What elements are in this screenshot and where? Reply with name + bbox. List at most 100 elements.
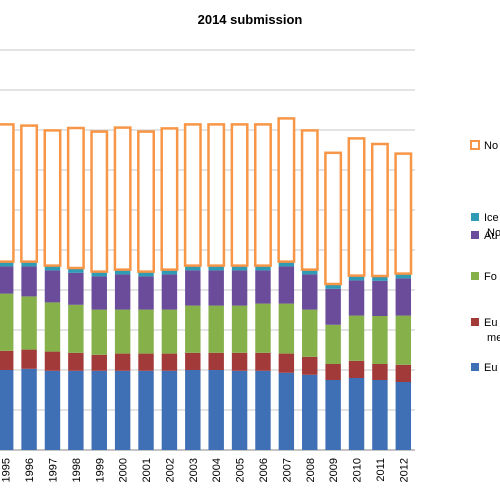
bar-segment [0,293,14,351]
bar-segment [114,269,131,275]
bar-segment [0,266,14,294]
bar-segment [21,368,37,450]
bar-segment [302,274,318,310]
bar-segment [137,130,155,273]
bar-segment [68,268,84,273]
legend-swatch [471,272,479,280]
bar-segment [113,126,132,271]
x-tick-label: 2001 [141,458,153,482]
bar-segment [370,142,389,278]
chart-title: 2014 submission [198,12,303,27]
x-tick-label: 1999 [94,458,106,482]
bar-segment [231,370,248,450]
bar-segment [68,272,84,305]
bar-segment [208,270,224,306]
bar-segment [208,265,224,271]
bar-segment [138,370,154,450]
bar-segment [372,364,388,380]
x-tick-label: 2012 [398,458,410,482]
bar-segment [324,151,343,286]
bar-segment [347,137,366,277]
legend-label: Au [484,230,497,242]
bar-segment [161,274,178,310]
bar-segment [325,380,341,450]
bar-segment [348,315,365,361]
x-tick-label: 2010 [352,458,364,482]
x-tick-label: 1997 [47,458,59,482]
bar-segment [395,278,412,316]
bar-segment [208,352,224,370]
legend-swatch [471,318,479,326]
legend-label: Eu me [484,317,500,344]
legend-swatch [471,231,479,239]
bar-segment [278,266,295,304]
bar-segment [325,284,341,289]
bar-segment [300,129,319,271]
bar-segment [185,305,201,353]
bar-segment [302,269,318,275]
bar-segment [230,123,249,267]
bar-segment [91,370,107,450]
bar-segment [325,288,341,325]
bar-segment [372,276,388,281]
bar-segment [44,270,61,303]
bar-segment [278,261,295,267]
bar-segment [161,353,178,371]
x-tick-label: 2005 [235,458,247,482]
bar-segment [66,126,85,270]
bar-segment [208,370,224,450]
bar-segment [395,382,412,450]
x-tick-label: 1995 [1,458,13,482]
bar-segment [255,370,271,450]
bar-segment [0,261,14,267]
bar-segment [44,265,61,271]
bar-segment [91,271,107,277]
bar-segment [302,356,318,375]
bar-segment [254,123,272,267]
bar-segment [231,270,248,306]
bar-segment [372,316,388,364]
legend-label: Ice No [484,212,500,239]
bar-segment [255,270,271,304]
bar-segment [255,265,271,271]
bar-segment [185,270,201,306]
bar-segment [160,127,179,271]
legend-label: Fo [484,271,497,283]
bar-segment [395,273,412,279]
x-tick-label: 2008 [305,458,317,482]
x-tick-label: 1998 [71,458,83,482]
bar-segment [90,130,109,273]
bar-segment [207,123,226,267]
bar-segment [325,364,341,380]
bar-segment [138,309,154,354]
bar-segment [348,275,365,281]
bar-segment [185,370,201,450]
bar-segment [114,370,131,450]
bar-segment [278,353,295,373]
bar-segment [21,296,37,350]
bar-segment [21,261,37,267]
legend-label: No [484,140,498,152]
bar-segment [278,303,295,354]
bar-segment [161,269,178,275]
bar-segment [91,354,107,371]
bar-segment [161,370,178,450]
bar-segment [0,370,14,450]
bar-segment [255,303,271,353]
bar-segment [44,302,61,352]
legend-swatch [471,363,479,371]
bar-segment [114,353,131,371]
bar-segment [44,351,61,371]
bar-segment [185,265,201,271]
bar-segment [395,364,412,382]
legend-swatch [470,140,480,150]
x-tick-label: 2000 [118,458,130,482]
bar-segment [91,276,107,310]
x-tick-label: 2007 [281,458,293,482]
bar-segment [278,372,295,450]
bar-segment [348,280,365,316]
bar-segment [372,280,388,316]
bar-segment [183,123,202,267]
bar-segment [231,305,248,353]
bar-segment [44,370,61,450]
